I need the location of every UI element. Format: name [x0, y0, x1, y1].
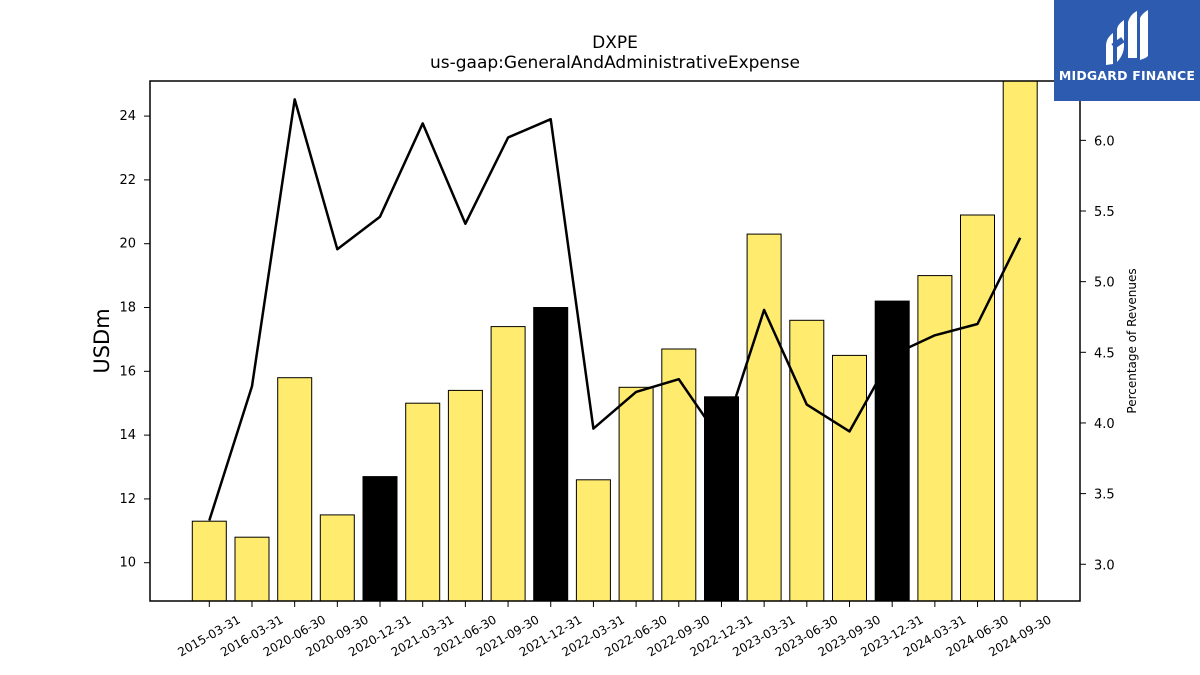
bar — [277, 377, 313, 602]
bar — [575, 479, 611, 602]
y2-tick-label: 4.5 — [1094, 346, 1115, 361]
y-axis-right: 3.0 3.5 4.0 4.5 5.0 5.5 6.0 — [1080, 134, 1115, 573]
y-axis-label: USDm — [90, 308, 114, 373]
bar-series — [191, 80, 1038, 602]
y-tick-label: 12 — [119, 492, 136, 507]
bar — [874, 300, 910, 602]
bar — [319, 514, 355, 602]
bar — [789, 319, 825, 602]
bar — [234, 536, 270, 602]
bar — [1002, 80, 1038, 602]
bar — [447, 389, 483, 602]
percentage-line — [208, 98, 1022, 521]
y-tick-label: 14 — [119, 428, 136, 443]
y2-tick-label: 6.0 — [1094, 134, 1115, 149]
bar — [405, 402, 441, 602]
y-tick-label: 16 — [119, 364, 136, 379]
bar — [960, 214, 995, 602]
y-axis-left: 10 12 14 16 18 20 22 24 — [119, 109, 150, 571]
bar — [832, 354, 867, 602]
logo-text: MIDGARD FINANCE — [1058, 68, 1196, 83]
y-tick-label: 10 — [119, 556, 136, 571]
chart-subtitle: us-gaap:GeneralAndAdministrativeExpense — [430, 53, 800, 73]
y-tick-label: 20 — [119, 237, 136, 252]
bar — [661, 348, 697, 602]
y2-tick-label: 4.0 — [1094, 417, 1115, 432]
y2-axis-label: Percentage of Revenues — [1125, 268, 1139, 413]
y2-tick-label: 5.0 — [1094, 276, 1115, 291]
midgard-finance-logo: MIDGARD FINANCE — [1054, 0, 1200, 101]
x-axis: 2015-03-312016-03-312020-06-302020-09-30… — [175, 601, 1054, 659]
y2-tick-label: 3.0 — [1094, 558, 1115, 573]
bar — [191, 520, 227, 602]
mf-monogram-icon — [1106, 10, 1148, 65]
y2-tick-label: 3.5 — [1094, 488, 1115, 503]
bar — [533, 307, 569, 602]
line-series — [208, 98, 1022, 521]
bar — [746, 233, 782, 602]
y-tick-label: 18 — [119, 301, 136, 316]
bar — [704, 396, 739, 602]
y2-tick-label: 5.5 — [1094, 205, 1115, 220]
bar — [490, 326, 526, 602]
bar — [618, 386, 654, 602]
bar — [362, 476, 398, 602]
y-tick-label: 24 — [119, 109, 136, 124]
plot-frame — [149, 80, 1081, 602]
chart-title: DXPE — [592, 33, 638, 53]
bar — [917, 275, 953, 602]
y-tick-label: 22 — [119, 173, 136, 188]
